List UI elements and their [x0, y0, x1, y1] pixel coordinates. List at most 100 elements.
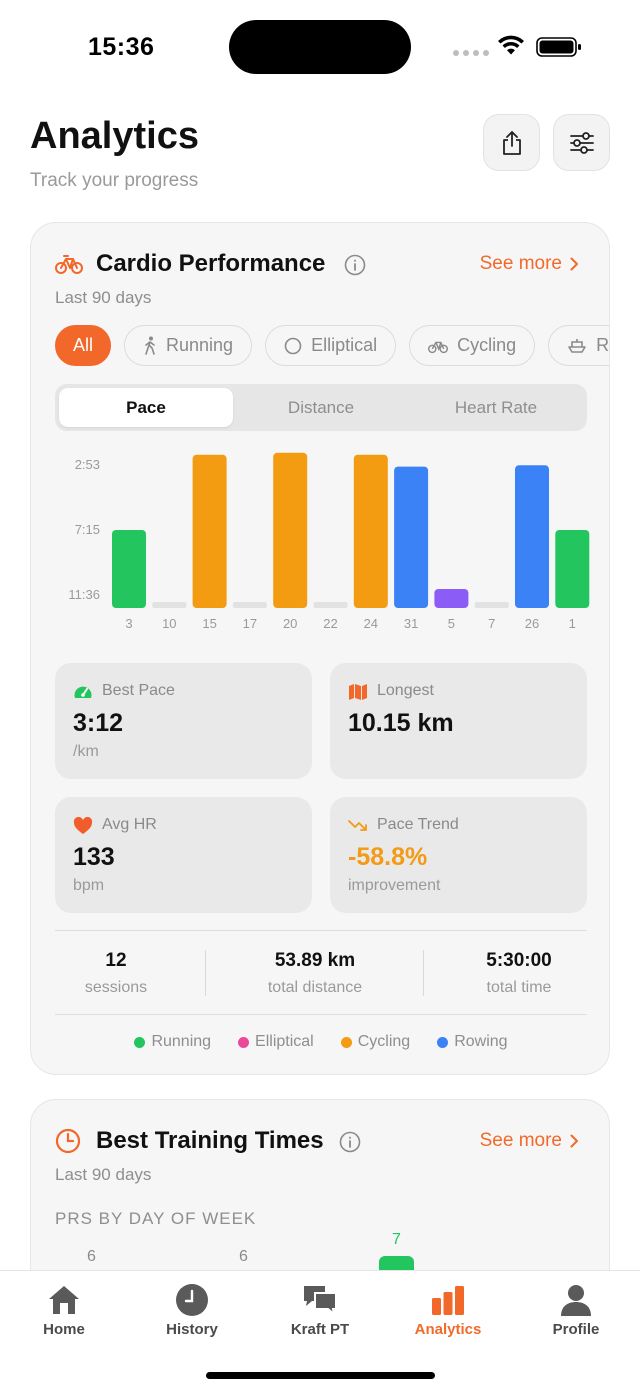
bicycle-icon [428, 341, 449, 353]
chip-label: All [73, 335, 94, 355]
status-time: 15:36 [88, 33, 155, 61]
tab-bar: Home History Kraft PT Analytics Profile [0, 1270, 640, 1391]
prs-section-label: PRS BY DAY OF WEEK [55, 1209, 257, 1228]
pace-bar-chart: 2:53 7:15 11:36 3 10 15 17 20 22 24 31 5 7 26 1 [68, 452, 590, 631]
tile-label: Pace Trend [377, 816, 459, 833]
chart-bar[interactable] [434, 588, 469, 608]
chart-bar[interactable] [515, 465, 549, 608]
divider [205, 950, 206, 996]
avg-hr-value: 133 [73, 843, 115, 871]
cardio-subtitle: Last 90 days [55, 288, 152, 307]
segment-distance[interactable]: Distance [287, 397, 355, 417]
tab-kraft-pt[interactable]: Kraft PT [256, 1283, 384, 1338]
chevron-right-icon [570, 257, 578, 271]
tab-home[interactable]: Home [0, 1283, 128, 1338]
time-summary: 5:30:00 total time [431, 950, 607, 997]
info-icon[interactable] [339, 1131, 361, 1153]
best-pace-tile: Best Pace 3:12 /km [55, 663, 312, 779]
wifi-icon [498, 35, 524, 55]
tab-label: Kraft PT [290, 1321, 350, 1338]
chip-all[interactable]: All [55, 325, 112, 366]
legend-label: Cycling [357, 1033, 411, 1050]
boat-icon [568, 338, 586, 353]
prs-count: 7 [392, 1231, 401, 1248]
tab-analytics[interactable]: Analytics [384, 1283, 512, 1338]
chart-bar[interactable] [313, 602, 348, 608]
chip-label: Elliptical [311, 335, 378, 355]
summary-value: 53.89 km [274, 950, 356, 971]
filter-button[interactable] [553, 114, 610, 171]
chart-bar[interactable] [232, 602, 267, 608]
chart-bar[interactable] [152, 602, 187, 608]
x-tick-label: 3 [125, 616, 132, 631]
legend-dot [437, 1036, 449, 1048]
y-tick-label: 2:53 [75, 457, 100, 472]
chart-bar[interactable] [353, 454, 388, 608]
chart-bar[interactable] [474, 602, 509, 608]
cardio-title: Cardio Performance [96, 250, 326, 277]
share-icon [502, 130, 521, 155]
legend-dot [134, 1036, 146, 1048]
legend-item: Cycling [340, 1033, 411, 1051]
page-title: Analytics [30, 115, 199, 157]
share-button[interactable] [483, 114, 540, 171]
legend-dot [340, 1036, 352, 1048]
best-times-see-more-link[interactable]: See more [480, 1130, 579, 1152]
legend-dot [238, 1036, 250, 1048]
summary-value: 5:30:00 [486, 950, 552, 971]
tab-label: Home [43, 1321, 85, 1338]
chart-bar[interactable] [394, 466, 429, 608]
chip-elliptical[interactable]: Elliptical [265, 325, 397, 366]
sessions-summary: 12 sessions [31, 950, 201, 997]
see-more-label: See more [479, 253, 562, 274]
person-icon [561, 1285, 591, 1316]
best-times-title: Best Training Times [96, 1127, 324, 1154]
segment-heart-rate[interactable]: Heart Rate [454, 397, 538, 417]
home-icon [49, 1286, 79, 1314]
legend-label: Rowing [454, 1033, 508, 1050]
segment-pace[interactable]: Pace [59, 388, 233, 427]
chart-bar[interactable] [555, 530, 590, 608]
chart-bar[interactable] [273, 452, 308, 608]
chart-bar[interactable] [192, 454, 227, 608]
divider [55, 1014, 587, 1015]
chip-cycling[interactable]: Cycling [409, 325, 536, 366]
x-tick-label: 20 [283, 616, 297, 631]
clock-icon [176, 1284, 208, 1316]
battery-icon [536, 37, 581, 57]
divider [423, 950, 424, 996]
tile-label: Avg HR [102, 816, 157, 833]
x-tick-label: 5 [448, 616, 455, 631]
summary-value: 12 [105, 950, 127, 971]
cardio-see-more-link[interactable]: See more [480, 253, 579, 275]
chip-label: Running [166, 335, 234, 355]
sliders-icon [569, 131, 594, 154]
chart-bar[interactable] [112, 530, 146, 608]
x-tick-label: 22 [323, 616, 337, 631]
bicycle-icon [55, 255, 83, 274]
tab-profile[interactable]: Profile [512, 1283, 640, 1338]
distance-summary: 53.89 km total distance [225, 950, 405, 997]
chip-label: Row [596, 335, 610, 355]
chip-rowing[interactable]: Row [548, 325, 610, 366]
dynamic-island [229, 20, 411, 74]
chat-bubbles-icon [304, 1286, 337, 1317]
legend-item: Elliptical [238, 1033, 314, 1051]
info-icon[interactable] [344, 254, 366, 276]
summary-label: total time [486, 979, 552, 996]
tile-unit: bpm [73, 877, 105, 894]
activity-filter-chips: All Running Elliptical Cycling [55, 325, 610, 366]
tile-label: Best Pace [102, 682, 175, 699]
tab-label: Profile [552, 1321, 600, 1338]
tile-unit: improvement [348, 877, 441, 894]
x-tick-label: 10 [162, 616, 176, 631]
pace-trend-tile: Pace Trend -58.8% improvement [330, 797, 587, 913]
clock-icon [55, 1128, 81, 1154]
status-bar: 15:36 [0, 0, 640, 96]
tab-history[interactable]: History [128, 1283, 256, 1338]
best-times-subtitle: Last 90 days [55, 1165, 152, 1184]
chip-label: Cycling [457, 335, 517, 355]
legend-label: Elliptical [255, 1033, 314, 1050]
summary-label: total distance [267, 979, 363, 996]
chip-running[interactable]: Running [124, 325, 253, 366]
